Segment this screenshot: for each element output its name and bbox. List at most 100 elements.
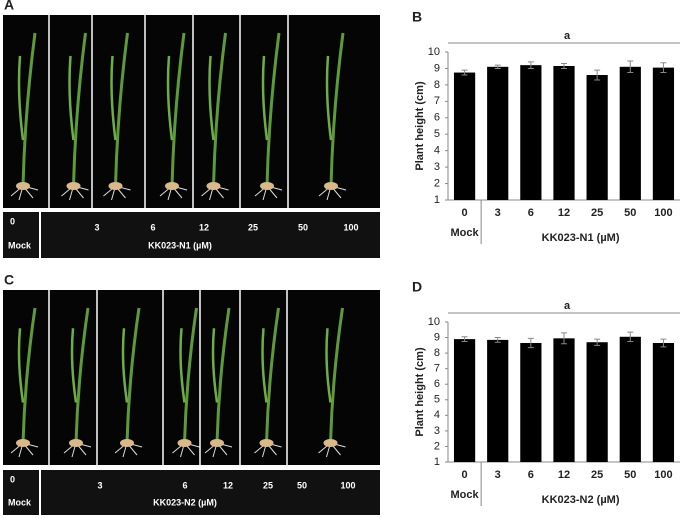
leaf [121, 328, 129, 403]
roots [10, 442, 39, 458]
dose-label: 3 [97, 480, 102, 490]
x-axis-label: KK023-N2 (µM) [542, 494, 620, 506]
panel-letter: A [4, 0, 14, 13]
x-tick-label: 50 [624, 469, 636, 481]
mock-label: Mock [8, 240, 32, 250]
y-tick-label: 1 [434, 194, 440, 206]
leaf [125, 307, 141, 444]
leaf [72, 32, 87, 187]
x-tick-label: 0 [462, 469, 468, 481]
error-bar [594, 338, 601, 346]
dose-label: 25 [248, 222, 258, 232]
label-strip [3, 470, 39, 515]
bar [553, 338, 575, 462]
y-tick-label: 10 [428, 316, 440, 328]
leaf [17, 55, 25, 141]
bar [652, 343, 675, 462]
bar [453, 72, 476, 200]
bar [487, 66, 509, 200]
leaf [166, 55, 174, 141]
y-tick-label: 6 [434, 378, 440, 390]
leaf [261, 328, 268, 403]
error-bar [494, 64, 501, 69]
x-tick-label: 25 [591, 207, 603, 219]
y-tick-label: 1 [434, 456, 440, 468]
leaf [325, 328, 332, 403]
leaf [329, 32, 345, 187]
y-axis-label: Plant height (cm) [414, 81, 426, 171]
error-bar [660, 338, 667, 348]
seed [66, 182, 81, 190]
treatment-label: KK023-N1 (µM) [148, 240, 212, 250]
roots [159, 185, 188, 201]
y-tick-label: 7 [434, 363, 440, 375]
roots [201, 185, 229, 201]
roots [254, 442, 282, 458]
bar [652, 67, 675, 200]
dose-label: 12 [223, 480, 233, 490]
y-tick-label: 4 [434, 409, 440, 421]
leaf [70, 328, 78, 403]
x-tick-label: 50 [624, 207, 636, 219]
photo [3, 290, 380, 465]
leaf [329, 307, 344, 444]
y-tick-label: 3 [434, 425, 440, 437]
error-bar [527, 61, 534, 69]
error-bar [627, 331, 634, 342]
y-tick-label: 10 [428, 46, 440, 58]
seed [16, 439, 30, 447]
roots [103, 185, 131, 201]
leaf [114, 32, 129, 187]
seed [177, 439, 192, 447]
seed [16, 182, 30, 190]
x-tick-label: 12 [558, 207, 570, 219]
error-bar [627, 60, 634, 74]
leaf [21, 307, 37, 444]
bar [553, 65, 575, 200]
leaf [265, 307, 280, 444]
bar [619, 336, 641, 462]
label-strip [41, 212, 380, 258]
leaf [183, 307, 198, 444]
y-tick-label: 5 [434, 128, 440, 140]
leaf [212, 32, 227, 187]
roots [63, 442, 92, 458]
leaf [17, 328, 25, 403]
seed [69, 439, 83, 447]
label-strip [3, 212, 39, 258]
dose-label: 0 [10, 216, 15, 226]
bar [487, 339, 509, 462]
bar [586, 75, 608, 200]
y-tick-label: 7 [434, 95, 440, 107]
roots [318, 185, 347, 201]
bar [619, 66, 641, 200]
leaf [170, 32, 186, 187]
x-tick-label: 12 [558, 469, 570, 481]
roots [318, 442, 346, 458]
dose-label: 3 [94, 222, 99, 232]
y-tick-label: 9 [434, 331, 440, 343]
leaf [261, 55, 269, 141]
dose-label: 50 [298, 222, 308, 232]
x-tick-label: 0 [462, 207, 468, 219]
seed [165, 182, 179, 190]
bar [520, 65, 542, 201]
leaf [179, 328, 186, 403]
leaf [21, 32, 37, 187]
dose-label: 25 [263, 480, 273, 490]
x-tick-label: 25 [591, 469, 603, 481]
error-bar [660, 62, 667, 74]
panel-letter: C [4, 272, 14, 288]
dose-label: 100 [340, 480, 355, 490]
y-tick-label: 2 [434, 440, 440, 452]
leaf [211, 328, 219, 403]
panel-letter: B [412, 9, 422, 25]
bar [586, 342, 608, 462]
roots [114, 442, 143, 458]
leaf [208, 55, 215, 141]
error-bar [494, 337, 501, 343]
error-bar [594, 69, 601, 81]
x-tick-label: 6 [528, 469, 534, 481]
error-bar [527, 337, 534, 349]
x-tick-label: 6 [528, 207, 534, 219]
